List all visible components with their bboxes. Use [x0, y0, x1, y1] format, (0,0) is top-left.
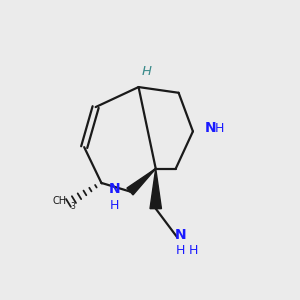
- Polygon shape: [150, 169, 161, 209]
- Text: N: N: [175, 228, 186, 242]
- Text: H: H: [189, 244, 199, 257]
- Text: 3: 3: [70, 202, 75, 211]
- Text: H: H: [110, 199, 119, 212]
- Text: N: N: [108, 182, 120, 196]
- Text: H: H: [176, 244, 185, 257]
- Polygon shape: [127, 169, 156, 195]
- Text: CH: CH: [53, 196, 67, 206]
- Text: H: H: [215, 122, 224, 135]
- Text: H: H: [142, 65, 152, 78]
- Text: N: N: [204, 121, 216, 135]
